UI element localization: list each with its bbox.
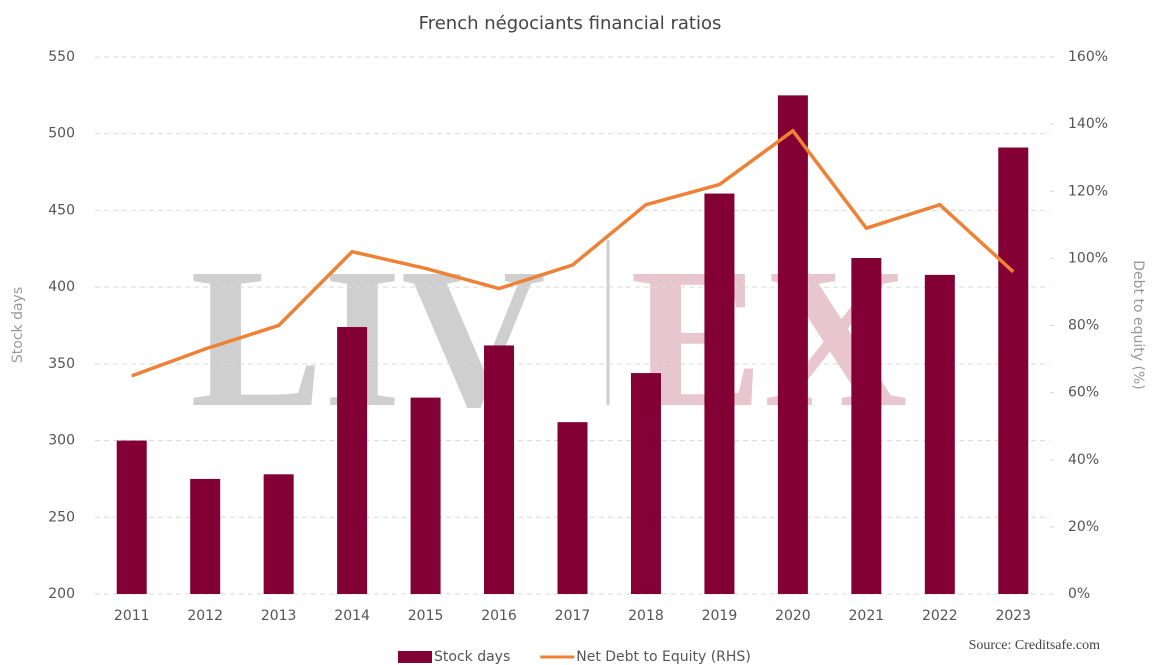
- x-tick-label: 2020: [775, 608, 811, 624]
- y2-tick-label: 40%: [1068, 452, 1099, 468]
- legend-label: Stock days: [434, 649, 510, 665]
- y-tick-label: 550: [48, 49, 75, 65]
- y2-tick-label: 0%: [1068, 586, 1090, 602]
- source-note: Source: Creditsafe.com: [969, 638, 1101, 653]
- bar: [190, 478, 221, 594]
- y-tick-label: 200: [48, 586, 75, 602]
- y2-tick-label: 160%: [1068, 49, 1108, 65]
- y-tick-label: 300: [48, 433, 75, 449]
- y2-tick-label: 120%: [1068, 183, 1108, 199]
- y2-tick-label: 140%: [1068, 116, 1108, 132]
- x-tick-label: 2016: [481, 608, 517, 624]
- bar: [998, 147, 1029, 594]
- x-tick-label: 2015: [408, 608, 444, 624]
- x-tick-label: 2022: [922, 608, 958, 624]
- y-tick-label: 250: [48, 509, 75, 525]
- x-tick-label: 2011: [114, 608, 150, 624]
- x-tick-label: 2018: [628, 608, 664, 624]
- bar: [116, 440, 147, 594]
- y-axis-label: Stock days: [10, 287, 26, 363]
- x-tick-label: 2012: [187, 608, 223, 624]
- y2-tick-label: 80%: [1068, 318, 1099, 334]
- bar: [924, 274, 955, 594]
- bar: [557, 422, 588, 594]
- chart-title: French négociants financial ratios: [419, 13, 722, 34]
- line-series: [131, 128, 1015, 378]
- x-tick-label: 2014: [334, 608, 370, 624]
- y-tick-label: 450: [48, 202, 75, 218]
- legend-label: Net Debt to Equity (RHS): [576, 649, 751, 665]
- y2-axis-label: Debt to equity (%): [1130, 260, 1146, 389]
- x-tick-label: 2013: [261, 608, 297, 624]
- bar: [410, 397, 441, 594]
- x-tick-label: 2019: [702, 608, 738, 624]
- y2-tick-label: 20%: [1068, 519, 1099, 535]
- bar: [777, 95, 808, 594]
- bar: [704, 193, 735, 594]
- bar: [851, 257, 882, 594]
- legend-swatch: [398, 651, 432, 663]
- x-tick-label: 2017: [555, 608, 591, 624]
- x-tick-label: 2021: [849, 608, 885, 624]
- y-tick-label: 400: [48, 279, 75, 295]
- y2-tick-label: 100%: [1068, 250, 1108, 266]
- y-tick-label: 350: [48, 356, 75, 372]
- y2-tick-label: 60%: [1068, 385, 1099, 401]
- bar: [484, 345, 515, 594]
- bar: [263, 474, 294, 594]
- bar: [337, 327, 368, 594]
- y-tick-label: 500: [48, 126, 75, 142]
- x-tick-label: 2023: [995, 608, 1031, 624]
- bar: [630, 373, 661, 594]
